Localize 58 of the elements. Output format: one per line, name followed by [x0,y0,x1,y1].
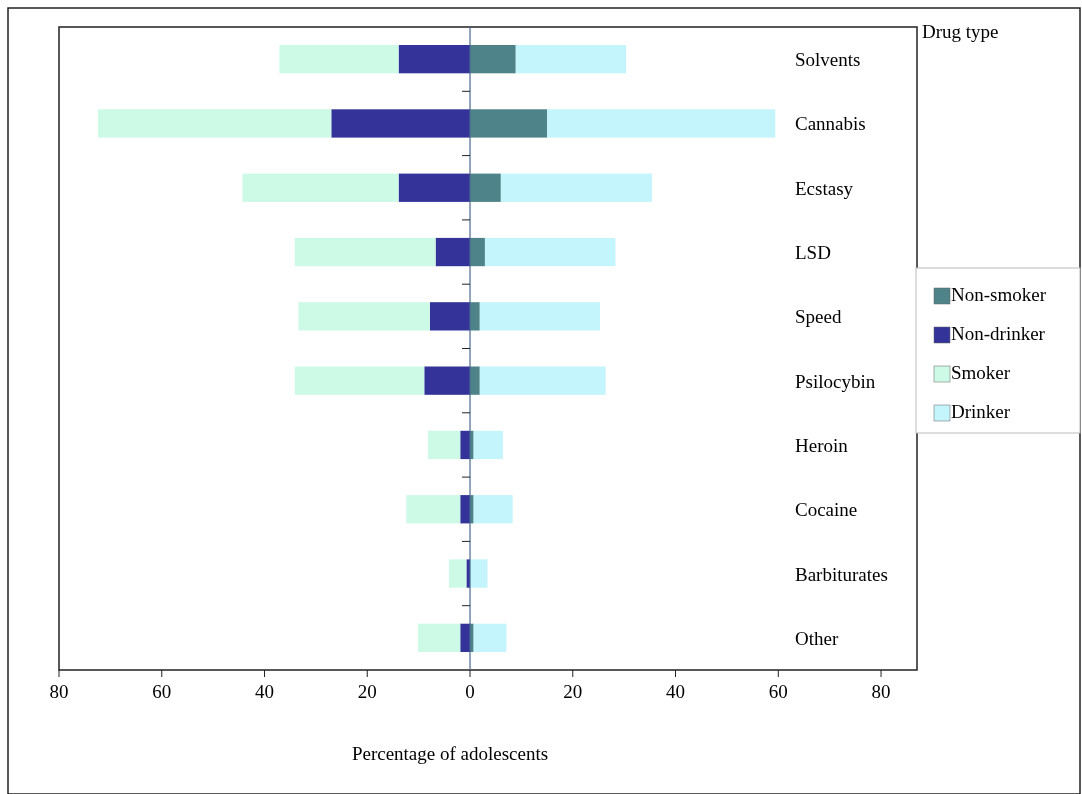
bar [470,366,480,395]
y-tick-label: Cannabis [795,113,866,135]
bar [98,109,332,138]
x-tick-label: 40 [666,681,686,702]
y-tick-label: Psilocybin [795,370,876,392]
y-tick-label: Speed [795,306,842,328]
bar [500,173,652,202]
bar [427,430,461,460]
legend-label: Drinker [951,401,1011,422]
bar [470,302,480,331]
x-axis-title: Percentage of adolescents [351,743,549,764]
bar [473,430,503,460]
bar [470,237,485,267]
bar [398,45,471,74]
bar [470,559,488,588]
y-tick-label: LSD [795,242,831,264]
x-tick-label: 80 [871,681,891,702]
y-tick-label: Other [795,627,839,649]
bar [279,45,399,74]
bar [515,45,627,74]
bar [298,302,430,331]
bar [406,495,461,524]
x-tick-label: 20 [357,681,377,702]
legend-label: Non-drinker [951,323,1046,344]
bar [473,495,513,524]
y-tick-label: Solvents [795,49,861,71]
x-tick-label: 60 [768,681,788,702]
bar [473,623,507,652]
bar [435,237,471,267]
y-tick-label: Barbiturates [795,563,888,585]
x-tick-label: 80 [49,681,69,702]
bar [460,430,471,460]
y-tick-label: Cocaine [795,499,858,521]
x-tick-label: 60 [152,681,172,702]
bar [484,237,616,267]
bar [448,559,467,588]
bar [294,366,425,395]
bar [331,109,471,138]
bar [547,109,776,138]
bar [242,173,399,202]
legend-title: Drug type [922,21,999,42]
bar [424,366,471,395]
bar [418,623,461,652]
x-tick-label: 20 [563,681,583,702]
y-tick-label: Ecstasy [795,177,854,199]
x-tick-label: 40 [255,681,275,702]
bar [479,302,600,331]
bar [294,237,436,267]
bar [429,302,471,331]
x-tick-label: 0 [465,681,475,702]
legend-label: Non-smoker [951,284,1047,305]
bar [398,173,471,202]
y-tick-label: Heroin [795,434,849,456]
bar [470,109,548,138]
bar [470,45,516,74]
bar [479,366,606,395]
bar [470,173,501,202]
legend-label: Smoker [951,362,1011,383]
